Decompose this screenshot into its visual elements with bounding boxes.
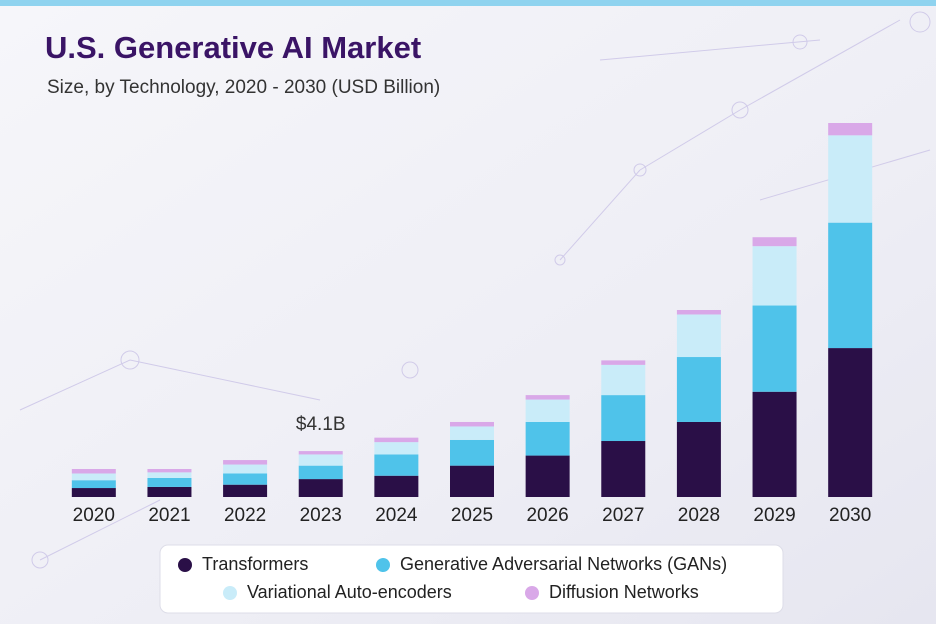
bar-segment — [71, 469, 116, 474]
x-tick-label: 2029 — [753, 505, 795, 526]
bar-segment — [71, 480, 116, 489]
bar-segment — [450, 421, 494, 427]
bar-segment — [374, 437, 419, 443]
bar-segment — [525, 421, 570, 456]
legend-marker — [525, 586, 539, 600]
bar-segment — [601, 395, 646, 442]
network-decoration — [19, 11, 931, 569]
legend-marker — [178, 558, 192, 572]
bar-segment — [298, 465, 343, 480]
bar-segment — [147, 477, 192, 487]
bar-segment — [71, 473, 116, 481]
legend-marker — [376, 558, 390, 572]
annotation: $4.1B — [296, 414, 346, 435]
bar-segment — [147, 486, 192, 497]
bar-segment — [298, 451, 343, 455]
bar-segment — [525, 455, 570, 497]
bar-segment — [374, 475, 419, 497]
bar-segment — [147, 472, 192, 478]
legend-label: Generative Adversarial Networks (GANs) — [400, 554, 727, 574]
bar-segment — [676, 421, 721, 497]
bar-segment — [374, 454, 419, 476]
x-tick-label: 2025 — [451, 505, 493, 526]
bar-segment — [676, 357, 721, 422]
bar-segment — [223, 460, 268, 465]
legend-marker — [223, 586, 237, 600]
legend-label: Transformers — [202, 554, 308, 574]
x-tick-label: 2020 — [73, 505, 115, 526]
bar-segment — [71, 488, 116, 497]
bar-segment — [601, 364, 646, 396]
x-tick-label: 2030 — [829, 505, 871, 526]
bar-segment — [828, 348, 873, 497]
legend-box — [159, 544, 784, 614]
top-strip — [0, 0, 936, 6]
bar-segment — [752, 246, 797, 306]
bar-segment — [752, 237, 797, 247]
bar-segment — [298, 454, 343, 466]
x-tick-label: 2026 — [526, 505, 568, 526]
bar-segment — [828, 222, 873, 349]
x-tick-label: 2024 — [375, 505, 418, 526]
bar-segment — [676, 314, 721, 358]
x-tick-label: 2027 — [602, 505, 644, 526]
bar-segment — [298, 479, 343, 497]
bar-segment — [450, 426, 494, 440]
x-tick-label: 2023 — [300, 505, 342, 526]
bar-segment — [525, 395, 570, 400]
bar-segment — [752, 391, 797, 497]
legend-label: Variational Auto-encoders — [247, 582, 452, 602]
bar-segment — [223, 464, 268, 474]
bar-segment — [752, 305, 797, 392]
bar-segment — [374, 442, 419, 455]
bar-segment — [676, 310, 721, 315]
bar-segment — [450, 439, 494, 466]
bar-segment — [223, 473, 268, 485]
legend-label: Diffusion Networks — [549, 582, 699, 602]
chart-subtitle: Size, by Technology, 2020 - 2030 (USD Bi… — [47, 77, 440, 98]
bar-segment — [450, 465, 494, 497]
bar-segment — [525, 399, 570, 422]
x-tick-label: 2021 — [148, 505, 190, 526]
chart-title: U.S. Generative AI Market — [45, 30, 421, 65]
bar-segment — [601, 360, 646, 365]
x-tick-label: 2028 — [678, 505, 720, 526]
bar-segment — [223, 484, 268, 497]
bar-segment — [828, 123, 873, 136]
bar-segment — [828, 135, 873, 223]
bar-segment — [147, 469, 192, 473]
bar-segment — [601, 441, 646, 497]
x-tick-label: 2022 — [224, 505, 266, 526]
